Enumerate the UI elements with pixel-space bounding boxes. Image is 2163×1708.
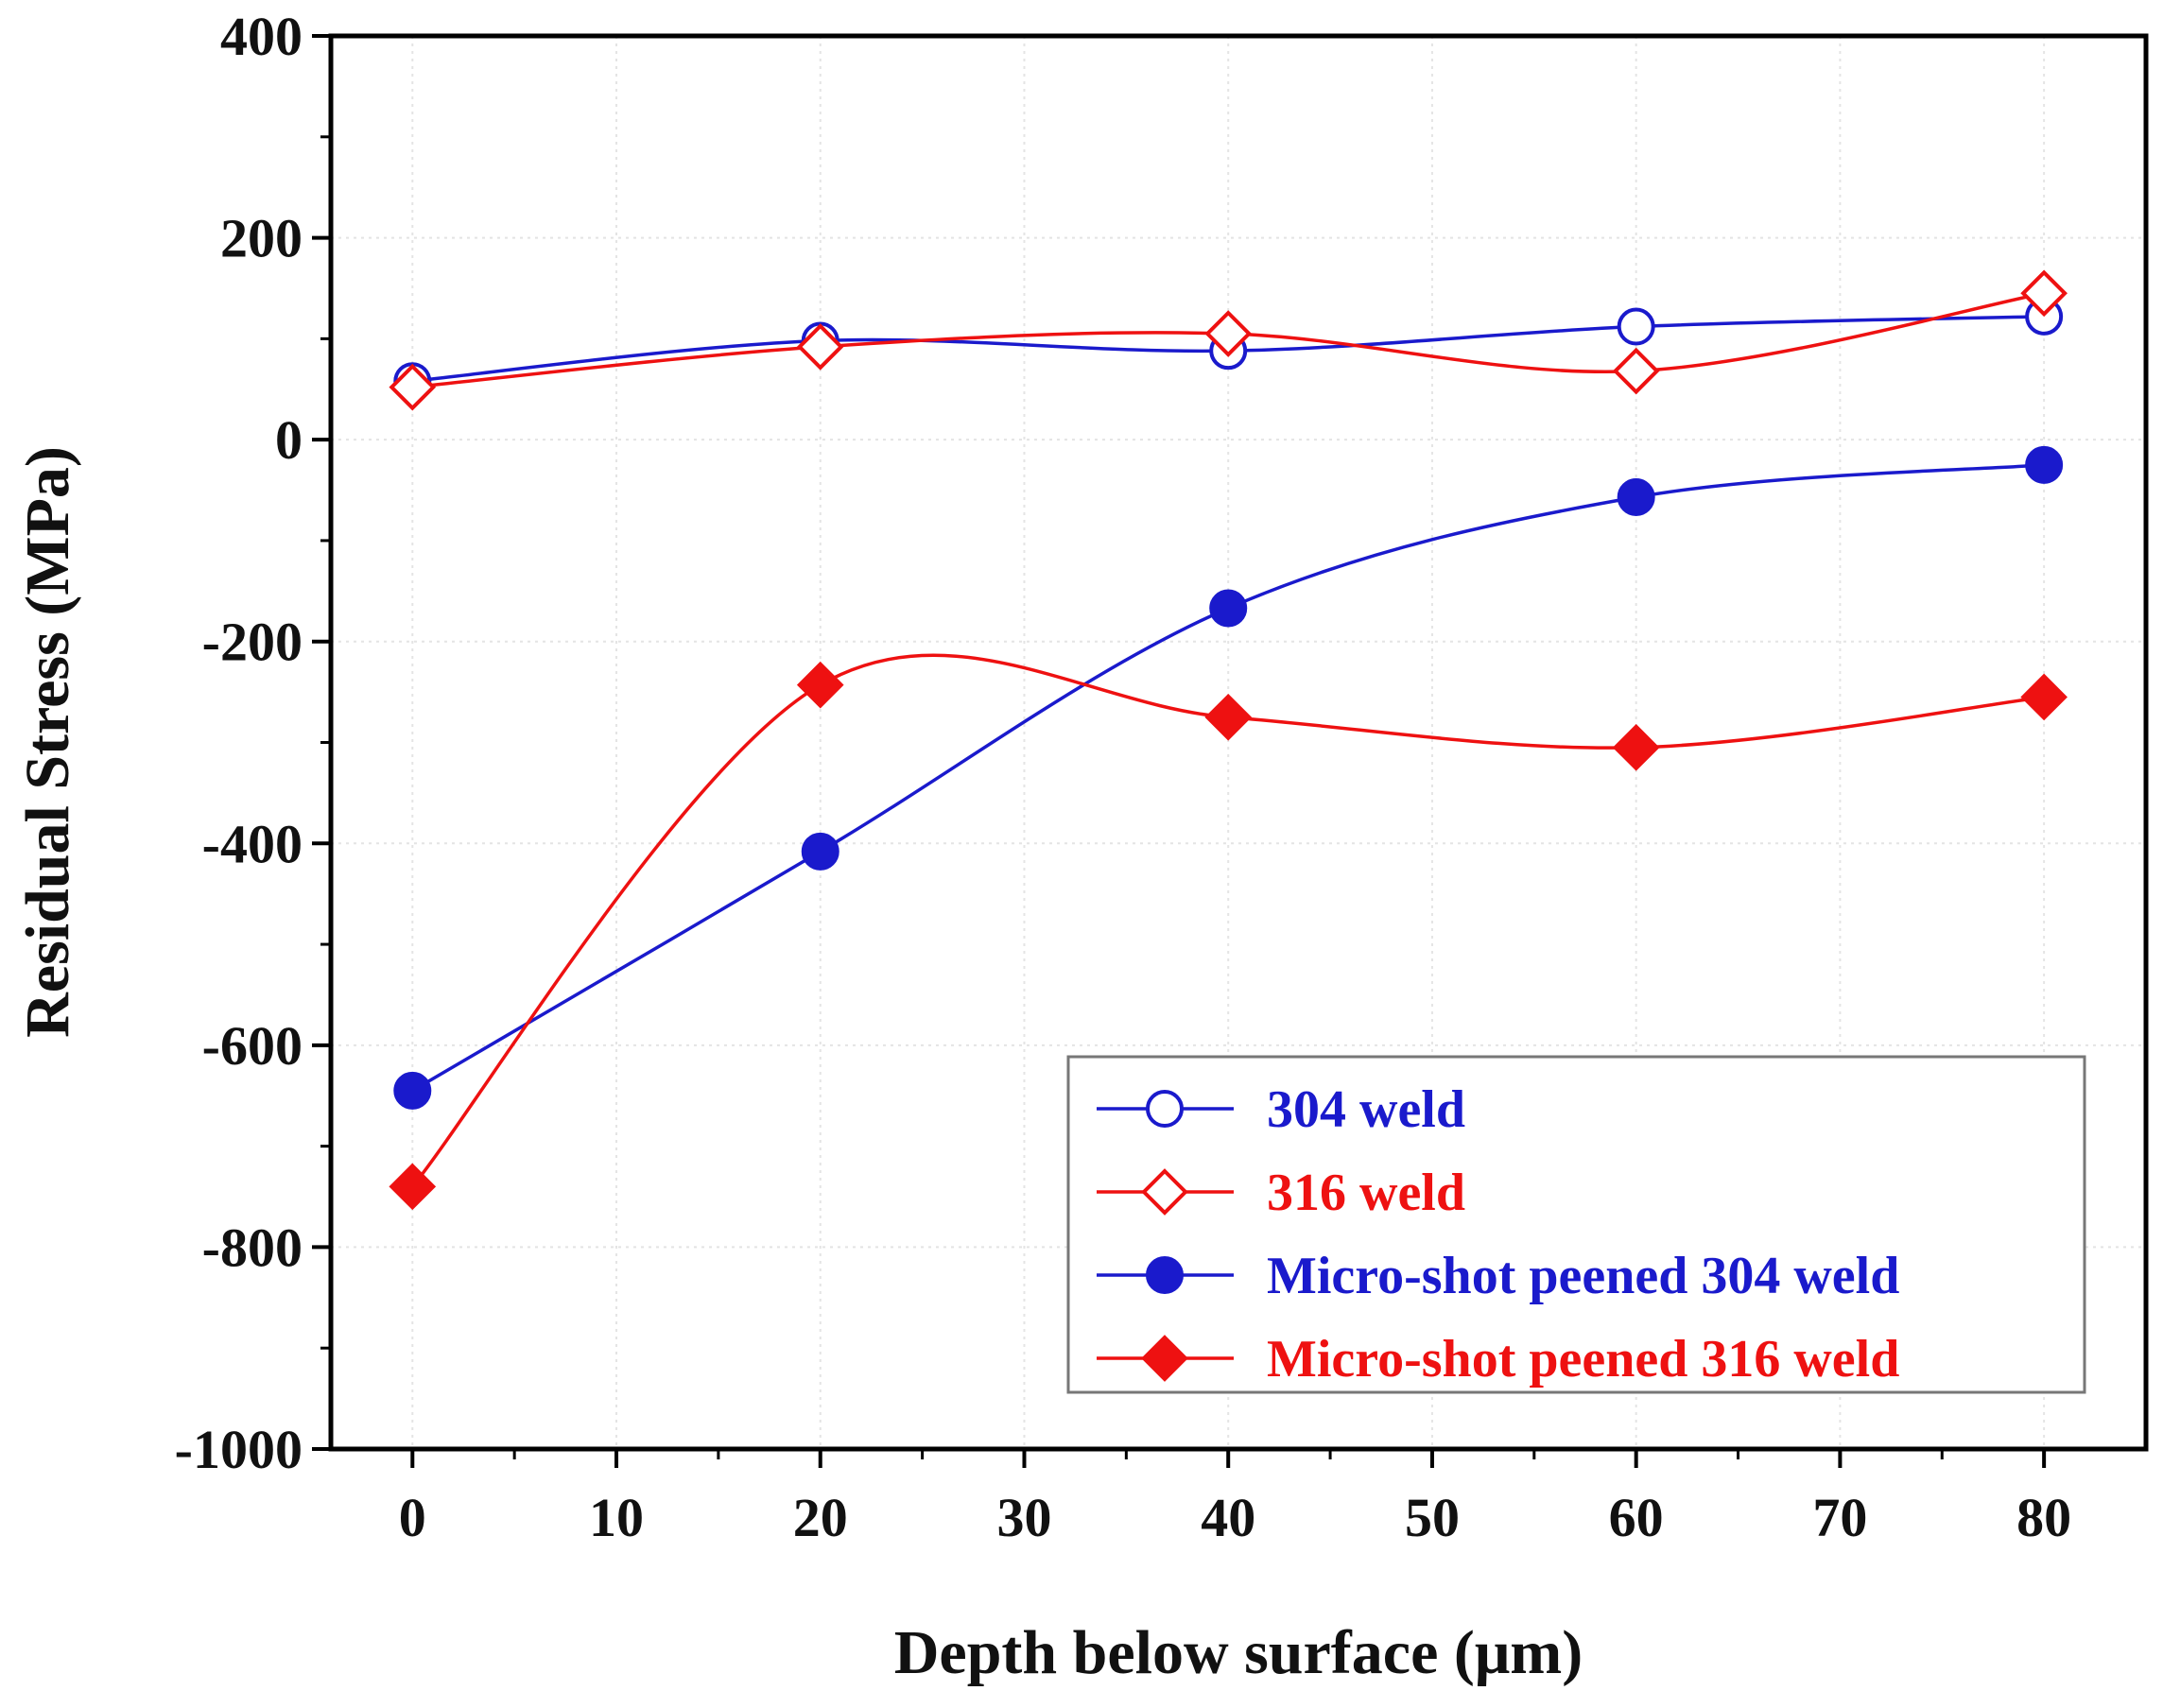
data-point (796, 661, 844, 709)
data-point (1612, 724, 1660, 771)
legend-label: Micro-shot peened 304 weld (1267, 1247, 1899, 1305)
legend-marker (1141, 1168, 1188, 1216)
x-tick-label: 0 (399, 1487, 426, 1548)
legend-label: Micro-shot peened 316 weld (1267, 1330, 1899, 1389)
legend-entry: Micro-shot peened 304 weld (1097, 1247, 1899, 1305)
legend-marker (1146, 1090, 1184, 1128)
legend-box (1066, 1055, 2086, 1394)
y-tick-label: 400 (220, 6, 303, 67)
x-tick-label: 50 (1405, 1487, 1460, 1548)
series-line (410, 653, 2045, 1188)
y-tick-label: -800 (202, 1216, 303, 1278)
y-tick-label: -400 (202, 813, 303, 874)
x-axis-title: Depth below surface (μm) (894, 1618, 1583, 1687)
data-point (1612, 347, 1660, 395)
data-point (1204, 310, 1253, 357)
series-4 (389, 653, 2068, 1211)
x-tick-label: 20 (793, 1487, 848, 1548)
plot-series (389, 269, 2068, 1211)
x-tick-label: 40 (1201, 1487, 1255, 1548)
y-tick-label: -1000 (175, 1419, 303, 1480)
legend-label: 316 weld (1267, 1164, 1465, 1222)
x-tick-label: 70 (1812, 1487, 1867, 1548)
data-point (801, 832, 839, 871)
x-tick-label: 30 (996, 1487, 1051, 1548)
data-point (1617, 478, 1655, 517)
data-point (2020, 673, 2068, 721)
y-tick-label: -200 (202, 612, 303, 673)
data-point (1204, 693, 1253, 741)
series-3 (393, 445, 2064, 1110)
legend-entry: 304 weld (1097, 1080, 1465, 1139)
legend-entry: 316 weld (1097, 1164, 1465, 1222)
data-point (389, 363, 437, 411)
x-tick-label: 80 (2016, 1487, 2071, 1548)
x-tick-label: 60 (1609, 1487, 1664, 1548)
y-tick-label: 0 (275, 409, 303, 471)
data-point (2025, 445, 2064, 484)
x-tick-label: 10 (589, 1487, 644, 1548)
y-tick-label: -600 (202, 1015, 303, 1077)
legend-marker (1141, 1335, 1188, 1382)
data-point (2020, 269, 2068, 318)
data-point (1209, 589, 1248, 628)
data-point (389, 1163, 437, 1211)
series-2 (389, 269, 2068, 411)
data-point (796, 323, 844, 371)
y-tick-label: 200 (220, 208, 303, 269)
data-point (1617, 307, 1655, 346)
legend-entry: Micro-shot peened 316 weld (1097, 1330, 1899, 1389)
data-point (393, 1071, 432, 1110)
legend-marker (1146, 1256, 1184, 1294)
y-axis-title: Residual Stress (MPa) (13, 446, 82, 1038)
legend: 304 weld 316 weld Micro-shot peened 304 we… (1066, 1055, 2086, 1394)
axes: -1000 -800 -600 -400 -200 0 200 400 0 10 20 30 40 50 6… (175, 6, 2071, 1548)
legend-label: 304 weld (1267, 1080, 1465, 1139)
